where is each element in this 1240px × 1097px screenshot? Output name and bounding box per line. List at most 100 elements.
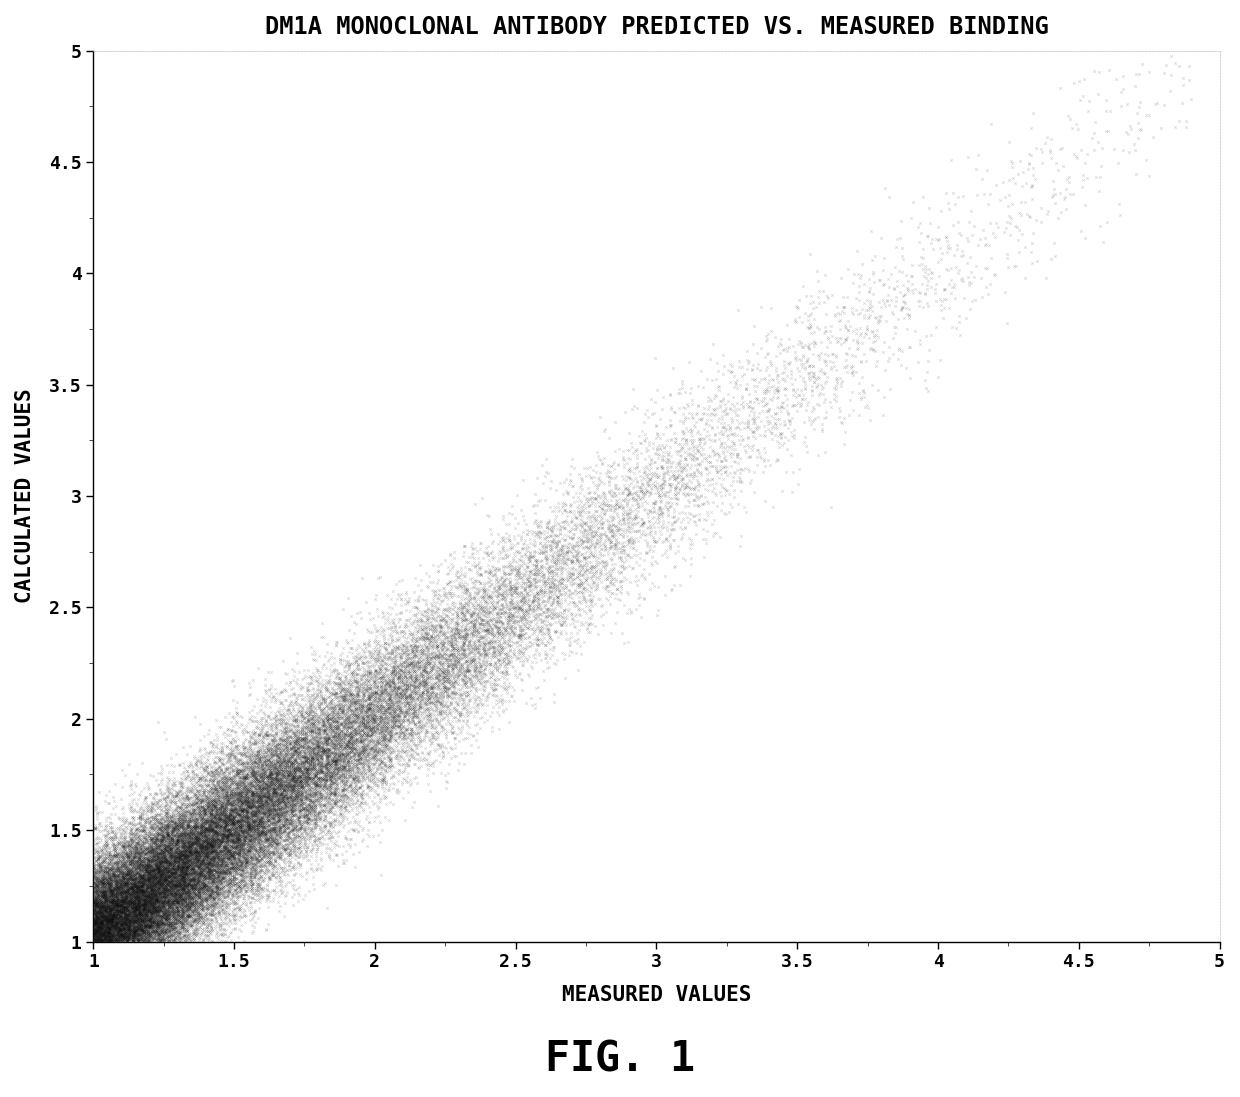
Point bbox=[247, 844, 267, 861]
Point bbox=[327, 732, 347, 749]
Point bbox=[512, 589, 532, 607]
Point bbox=[103, 887, 123, 905]
Point bbox=[975, 259, 994, 276]
Point bbox=[925, 284, 945, 302]
Point bbox=[213, 723, 233, 740]
Point bbox=[304, 770, 324, 788]
Point bbox=[149, 915, 169, 932]
Point bbox=[231, 866, 250, 883]
Point bbox=[140, 918, 160, 936]
Point bbox=[345, 692, 365, 710]
Point bbox=[124, 911, 144, 928]
Point bbox=[712, 402, 732, 419]
Point bbox=[216, 852, 236, 870]
Point bbox=[86, 875, 105, 893]
Point bbox=[159, 895, 179, 913]
Point bbox=[312, 812, 332, 829]
Point bbox=[102, 911, 122, 928]
Point bbox=[118, 932, 138, 950]
Point bbox=[226, 837, 246, 855]
Point bbox=[242, 765, 262, 782]
Point bbox=[202, 884, 222, 902]
Point bbox=[126, 883, 146, 901]
Point bbox=[202, 889, 222, 906]
Point bbox=[195, 911, 215, 928]
Point bbox=[134, 909, 154, 927]
Point bbox=[129, 914, 149, 931]
Point bbox=[191, 849, 211, 867]
Point bbox=[260, 765, 280, 782]
Point bbox=[304, 756, 324, 773]
Point bbox=[149, 926, 169, 943]
Point bbox=[133, 931, 153, 949]
Point bbox=[91, 926, 110, 943]
Point bbox=[150, 852, 170, 870]
Point bbox=[430, 617, 450, 634]
Point bbox=[167, 835, 187, 852]
Point bbox=[102, 920, 122, 938]
Point bbox=[99, 906, 119, 924]
Point bbox=[263, 714, 283, 732]
Point bbox=[484, 592, 503, 610]
Point bbox=[190, 808, 210, 826]
Point bbox=[151, 845, 171, 862]
Point bbox=[128, 890, 148, 907]
Point bbox=[170, 929, 190, 947]
Point bbox=[107, 894, 126, 912]
Point bbox=[396, 735, 415, 753]
Point bbox=[363, 739, 383, 757]
Point bbox=[854, 388, 874, 406]
Point bbox=[161, 885, 181, 903]
Point bbox=[481, 651, 501, 668]
Point bbox=[312, 711, 332, 728]
Point bbox=[175, 846, 195, 863]
Point bbox=[122, 920, 141, 938]
Point bbox=[117, 925, 136, 942]
Point bbox=[252, 733, 272, 750]
Point bbox=[191, 823, 211, 840]
Point bbox=[229, 844, 249, 861]
Point bbox=[393, 704, 413, 722]
Point bbox=[130, 810, 150, 827]
Point bbox=[728, 418, 748, 436]
Point bbox=[172, 841, 192, 859]
Point bbox=[482, 557, 502, 575]
Point bbox=[241, 748, 260, 766]
Point bbox=[389, 679, 409, 697]
Point bbox=[223, 877, 243, 894]
Point bbox=[239, 850, 259, 868]
Point bbox=[461, 615, 481, 633]
Point bbox=[226, 859, 246, 877]
Point bbox=[317, 743, 337, 760]
Point bbox=[724, 426, 744, 443]
Point bbox=[858, 309, 878, 327]
Point bbox=[298, 801, 317, 818]
Point bbox=[402, 637, 422, 655]
Point bbox=[174, 826, 193, 844]
Point bbox=[479, 507, 498, 524]
Point bbox=[600, 564, 620, 581]
Point bbox=[138, 839, 157, 857]
Point bbox=[126, 871, 146, 889]
Point bbox=[193, 805, 213, 823]
Point bbox=[329, 724, 348, 742]
Point bbox=[474, 655, 494, 672]
Point bbox=[115, 900, 135, 917]
Point bbox=[93, 927, 113, 945]
Point bbox=[113, 901, 133, 918]
Point bbox=[197, 813, 217, 830]
Point bbox=[234, 790, 254, 807]
Point bbox=[197, 821, 217, 838]
Point bbox=[494, 665, 513, 682]
Point bbox=[248, 853, 268, 871]
Point bbox=[477, 556, 497, 574]
Point bbox=[191, 896, 211, 914]
Point bbox=[175, 902, 195, 919]
Point bbox=[563, 558, 583, 576]
Point bbox=[88, 908, 108, 926]
Point bbox=[397, 740, 417, 758]
Point bbox=[342, 689, 362, 706]
Point bbox=[627, 454, 647, 472]
Point bbox=[174, 791, 193, 808]
Point bbox=[197, 823, 217, 840]
